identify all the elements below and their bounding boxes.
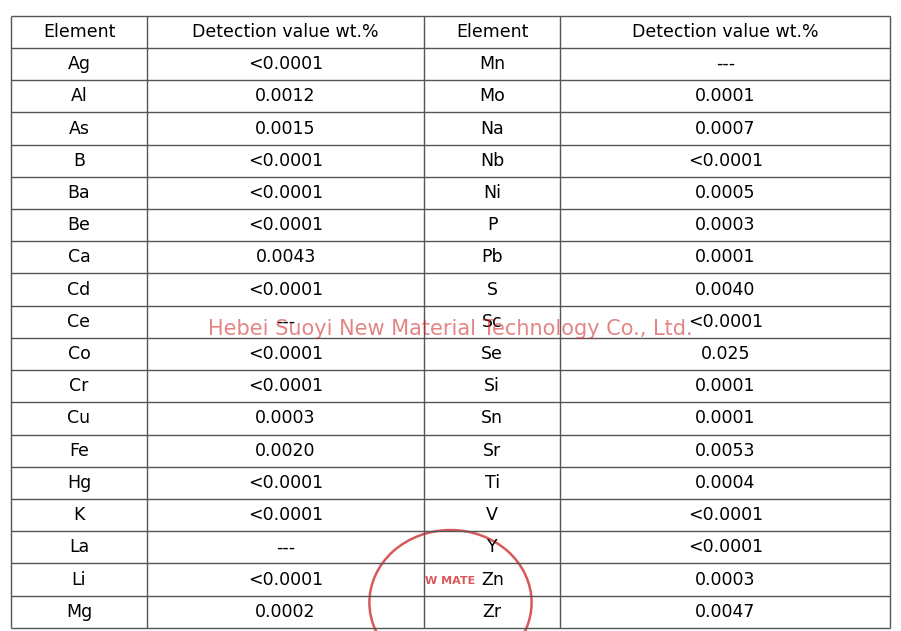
Text: Ni: Ni <box>483 184 501 202</box>
Text: <0.0001: <0.0001 <box>687 538 763 557</box>
Text: <0.0001: <0.0001 <box>687 313 763 331</box>
Text: W MATE: W MATE <box>425 575 476 586</box>
Text: <0.0001: <0.0001 <box>248 216 323 234</box>
Text: Fe: Fe <box>69 442 89 459</box>
Text: Li: Li <box>72 570 86 589</box>
Text: <0.0001: <0.0001 <box>687 151 763 170</box>
Text: Ca: Ca <box>68 249 90 266</box>
Text: V: V <box>487 506 498 524</box>
Text: Ba: Ba <box>68 184 90 202</box>
Text: ---: --- <box>276 313 296 331</box>
Text: Nb: Nb <box>480 151 505 170</box>
Text: 0.0012: 0.0012 <box>255 87 316 105</box>
Text: 0.0053: 0.0053 <box>695 442 756 459</box>
Text: Al: Al <box>70 87 87 105</box>
Text: Na: Na <box>480 119 505 138</box>
Text: Zn: Zn <box>481 570 504 589</box>
Text: Cu: Cu <box>68 410 90 427</box>
Text: 0.0003: 0.0003 <box>695 216 756 234</box>
Text: La: La <box>68 538 89 557</box>
Text: <0.0001: <0.0001 <box>248 570 323 589</box>
Text: 0.0003: 0.0003 <box>695 570 756 589</box>
Text: Cr: Cr <box>69 377 88 395</box>
Text: P: P <box>487 216 497 234</box>
Text: Sc: Sc <box>482 313 503 331</box>
Text: ---: --- <box>276 538 296 557</box>
Text: <0.0001: <0.0001 <box>248 55 323 73</box>
Text: <0.0001: <0.0001 <box>248 506 323 524</box>
Text: 0.0002: 0.0002 <box>255 603 316 621</box>
Text: Sr: Sr <box>483 442 501 459</box>
Text: ---: --- <box>715 55 735 73</box>
Text: Co: Co <box>68 345 90 363</box>
Text: 0.0020: 0.0020 <box>255 442 316 459</box>
Text: Hg: Hg <box>67 474 91 492</box>
Text: 0.0001: 0.0001 <box>695 87 756 105</box>
Text: S: S <box>487 281 497 298</box>
Text: Ce: Ce <box>68 313 90 331</box>
Text: <0.0001: <0.0001 <box>248 184 323 202</box>
Text: Cd: Cd <box>68 281 91 298</box>
Text: 0.0015: 0.0015 <box>255 119 316 138</box>
Text: Detection value wt.%: Detection value wt.% <box>632 23 819 41</box>
Text: Mg: Mg <box>66 603 92 621</box>
Text: Mn: Mn <box>479 55 505 73</box>
Text: Zr: Zr <box>483 603 502 621</box>
Text: <0.0001: <0.0001 <box>687 506 763 524</box>
Text: 0.0005: 0.0005 <box>695 184 756 202</box>
Text: 0.0001: 0.0001 <box>695 377 756 395</box>
Text: 0.0001: 0.0001 <box>695 410 756 427</box>
Text: Ti: Ti <box>485 474 500 492</box>
Text: Sn: Sn <box>481 410 504 427</box>
Text: Si: Si <box>485 377 500 395</box>
Text: <0.0001: <0.0001 <box>248 281 323 298</box>
Text: <0.0001: <0.0001 <box>248 151 323 170</box>
Text: Be: Be <box>68 216 90 234</box>
Text: 0.0004: 0.0004 <box>695 474 756 492</box>
Text: <0.0001: <0.0001 <box>248 377 323 395</box>
Text: Y: Y <box>487 538 497 557</box>
Text: <0.0001: <0.0001 <box>248 474 323 492</box>
Text: 0.0001: 0.0001 <box>695 249 756 266</box>
Text: Mo: Mo <box>479 87 505 105</box>
Text: 0.025: 0.025 <box>701 345 750 363</box>
Text: 0.0043: 0.0043 <box>255 249 316 266</box>
Text: Element: Element <box>456 23 529 41</box>
Text: 0.0003: 0.0003 <box>255 410 316 427</box>
Text: Element: Element <box>42 23 115 41</box>
Text: 0.0047: 0.0047 <box>695 603 756 621</box>
Text: Hebei Suoyi New Material Technology Co., Ltd.: Hebei Suoyi New Material Technology Co.,… <box>208 319 693 339</box>
Text: As: As <box>68 119 89 138</box>
Text: <0.0001: <0.0001 <box>248 345 323 363</box>
Text: K: K <box>73 506 85 524</box>
Text: Ag: Ag <box>68 55 90 73</box>
Text: Detection value wt.%: Detection value wt.% <box>192 23 379 41</box>
Text: B: B <box>73 151 85 170</box>
Text: Pb: Pb <box>481 249 503 266</box>
Text: Se: Se <box>481 345 503 363</box>
Text: 0.0007: 0.0007 <box>695 119 756 138</box>
Text: 0.0040: 0.0040 <box>695 281 756 298</box>
